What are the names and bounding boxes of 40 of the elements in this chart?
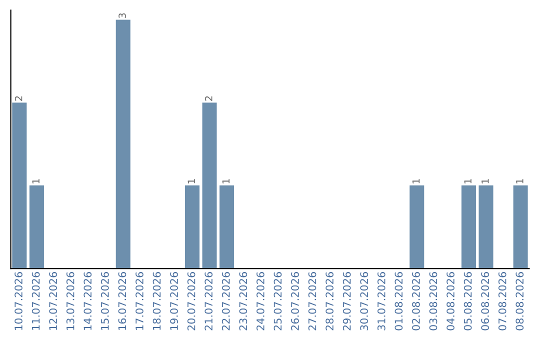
data-label: 1 bbox=[412, 179, 420, 184]
x-tick-label: 21.07.2026 bbox=[204, 272, 213, 330]
data-label: 1 bbox=[464, 179, 472, 184]
data-label: 1 bbox=[222, 179, 230, 184]
x-tick-label: 13.07.2026 bbox=[66, 272, 74, 330]
x-tick-label: 31.07.2026 bbox=[377, 272, 386, 330]
x-tick-label: 10.07.2026 bbox=[14, 272, 22, 330]
x-tick-label: 29.07.2026 bbox=[342, 272, 351, 330]
x-tick-label: 28.07.2026 bbox=[326, 272, 334, 330]
x-tick-label: 01.08.2026 bbox=[394, 272, 403, 330]
x-tick-label: 23.07.2026 bbox=[239, 272, 248, 330]
x-tick-label: 24.07.2026 bbox=[256, 272, 264, 330]
x-tick-label: 18.07.2026 bbox=[152, 272, 161, 330]
data-label: 1 bbox=[482, 179, 489, 184]
x-tick-label: 08.08.2026 bbox=[516, 272, 524, 330]
x-tick-label: 30.07.2026 bbox=[360, 272, 368, 330]
x-tick-label: 11.07.2026 bbox=[32, 272, 40, 330]
x-tick-label: 19.07.2026 bbox=[170, 272, 178, 330]
x-tick-label: 26.07.2026 bbox=[291, 272, 299, 330]
x-tick-label: 17.07.2026 bbox=[136, 272, 144, 330]
x-tick-label: 15.07.2026 bbox=[100, 272, 109, 330]
data-label: 1 bbox=[516, 179, 524, 184]
data-label: 3 bbox=[118, 13, 126, 18]
x-tick-label: 02.08.2026 bbox=[412, 272, 420, 330]
x-tick-label: 16.07.2026 bbox=[118, 272, 126, 330]
x-tick-label: 22.07.2026 bbox=[222, 272, 230, 330]
x-tick-label: 12.07.2026 bbox=[49, 272, 58, 330]
x-tick-label: 14.07.2026 bbox=[84, 272, 92, 330]
x-tick-label: 25.07.2026 bbox=[274, 272, 282, 330]
x-tick-label: 27.07.2026 bbox=[308, 272, 316, 330]
data-label: 1 bbox=[32, 179, 40, 184]
x-tick-label: 05.08.2026 bbox=[464, 272, 472, 330]
x-tick-label: 20.07.2026 bbox=[187, 272, 196, 330]
data-label: 1 bbox=[188, 179, 195, 184]
x-tick-label: 06.08.2026 bbox=[481, 272, 490, 330]
data-label: 2 bbox=[14, 96, 22, 101]
data-label: 2 bbox=[204, 96, 212, 101]
x-tick-label: 03.08.2026 bbox=[429, 272, 438, 330]
x-tick-label: 07.08.2026 bbox=[498, 272, 506, 330]
x-tick-label: 04.08.2026 bbox=[446, 272, 454, 330]
